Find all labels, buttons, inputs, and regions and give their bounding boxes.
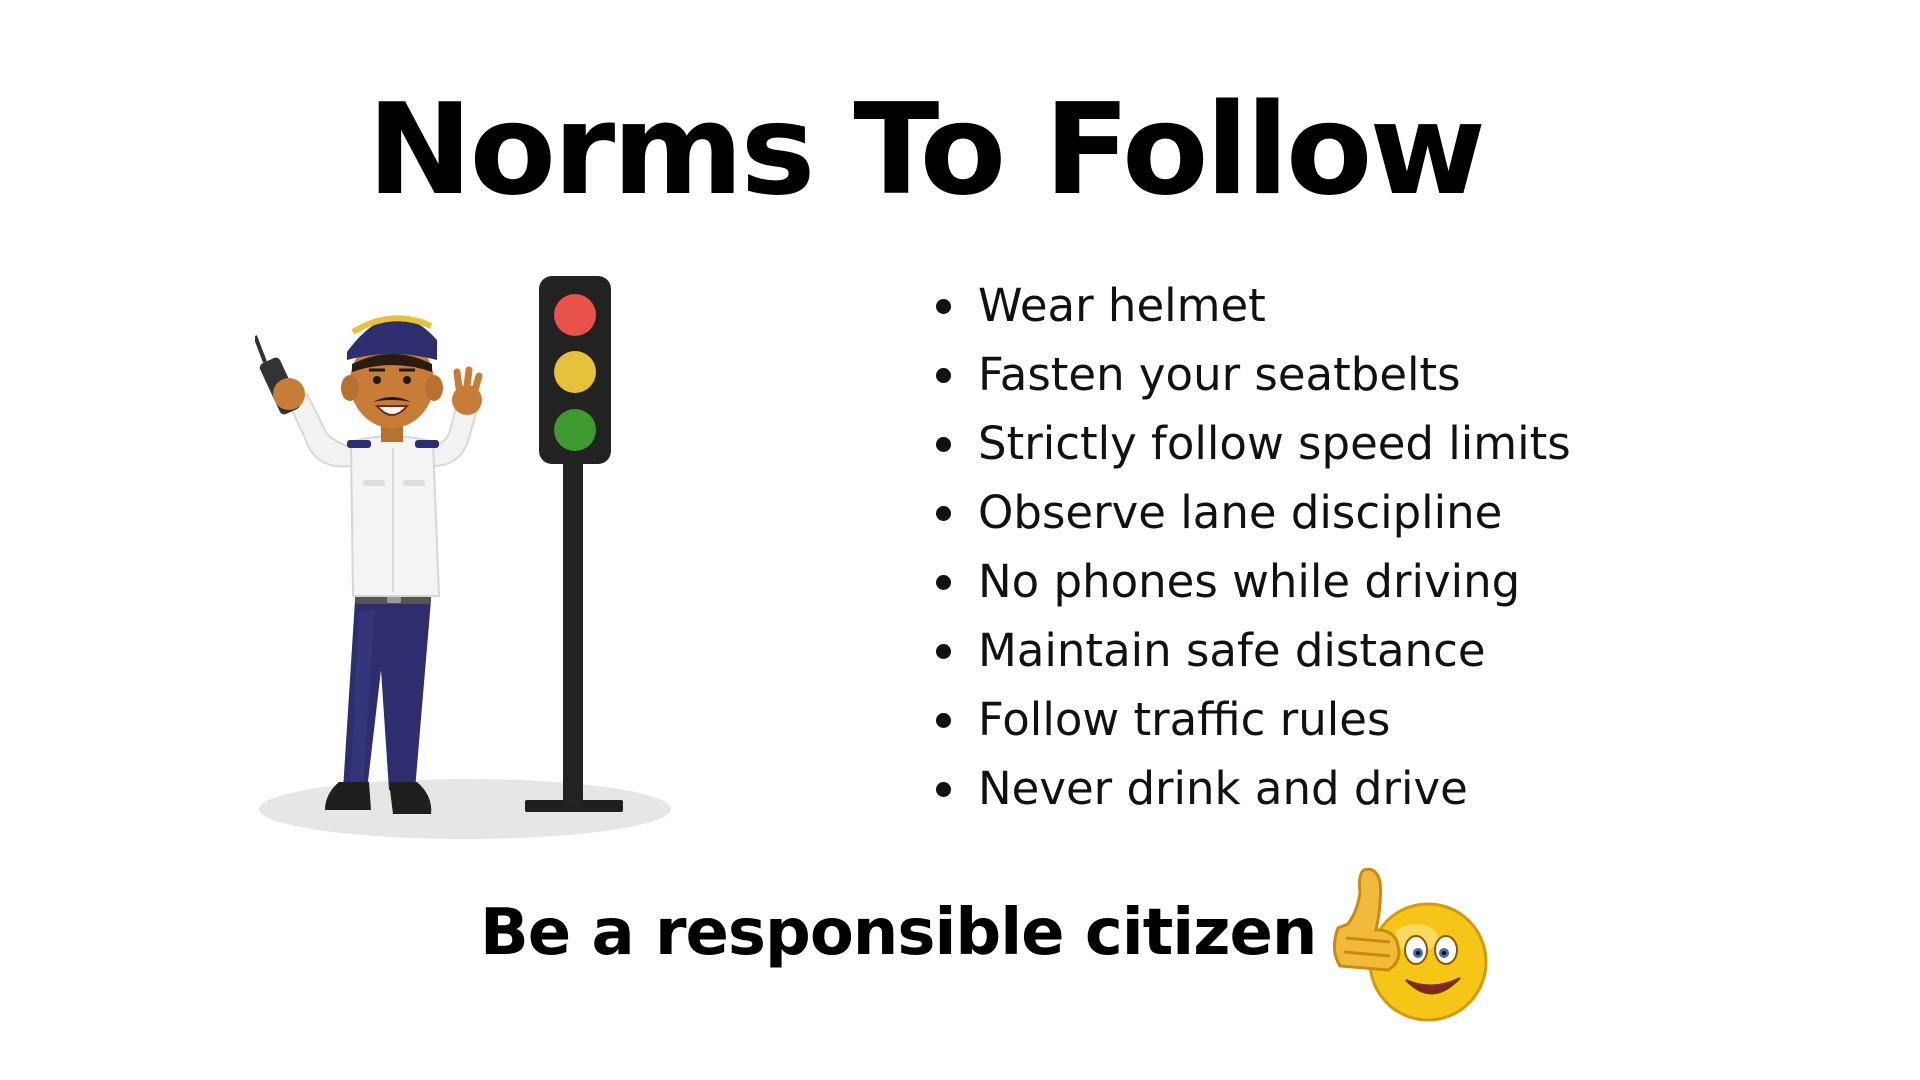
bullet-icon [936, 782, 951, 797]
list-item: Observe lane discipline [930, 478, 1571, 547]
bullet-icon [936, 299, 951, 314]
list-item: No phones while driving [930, 547, 1571, 616]
norm-text: Strictly follow speed limits [978, 417, 1571, 470]
list-item: Never drink and drive [930, 754, 1571, 823]
list-item: Follow traffic rules [930, 685, 1571, 754]
norm-text: Follow traffic rules [978, 693, 1391, 746]
norm-text: Wear helmet [978, 279, 1266, 332]
list-item: Fasten your seatbelts [930, 340, 1571, 409]
traffic-police-illustration [255, 276, 671, 839]
bullet-icon [936, 575, 951, 590]
bullet-icon [936, 437, 951, 452]
list-item: Strictly follow speed limits [930, 409, 1571, 478]
bullet-icon [936, 506, 951, 521]
norm-text: Observe lane discipline [978, 486, 1503, 539]
norm-text: Maintain safe distance [978, 624, 1486, 677]
norm-text: No phones while driving [978, 555, 1521, 608]
bullet-icon [936, 644, 951, 659]
list-item: Maintain safe distance [930, 616, 1571, 685]
thumbs-up-smiley-icon [1333, 867, 1488, 1022]
police-officer-figure [255, 315, 483, 814]
tagline: Be a responsible citizen [480, 896, 1317, 970]
page-title: Norms To Follow [367, 76, 1486, 223]
norm-text: Fasten your seatbelts [978, 348, 1461, 401]
traffic-light-icon [525, 276, 623, 812]
red-light [554, 294, 596, 336]
green-light [554, 409, 596, 451]
bullet-icon [936, 368, 951, 383]
bullet-icon [936, 713, 951, 728]
norms-list: Wear helmet Fasten your seatbelts Strict… [930, 271, 1571, 823]
yellow-light [554, 351, 596, 393]
list-item: Wear helmet [930, 271, 1571, 340]
norm-text: Never drink and drive [978, 762, 1468, 815]
